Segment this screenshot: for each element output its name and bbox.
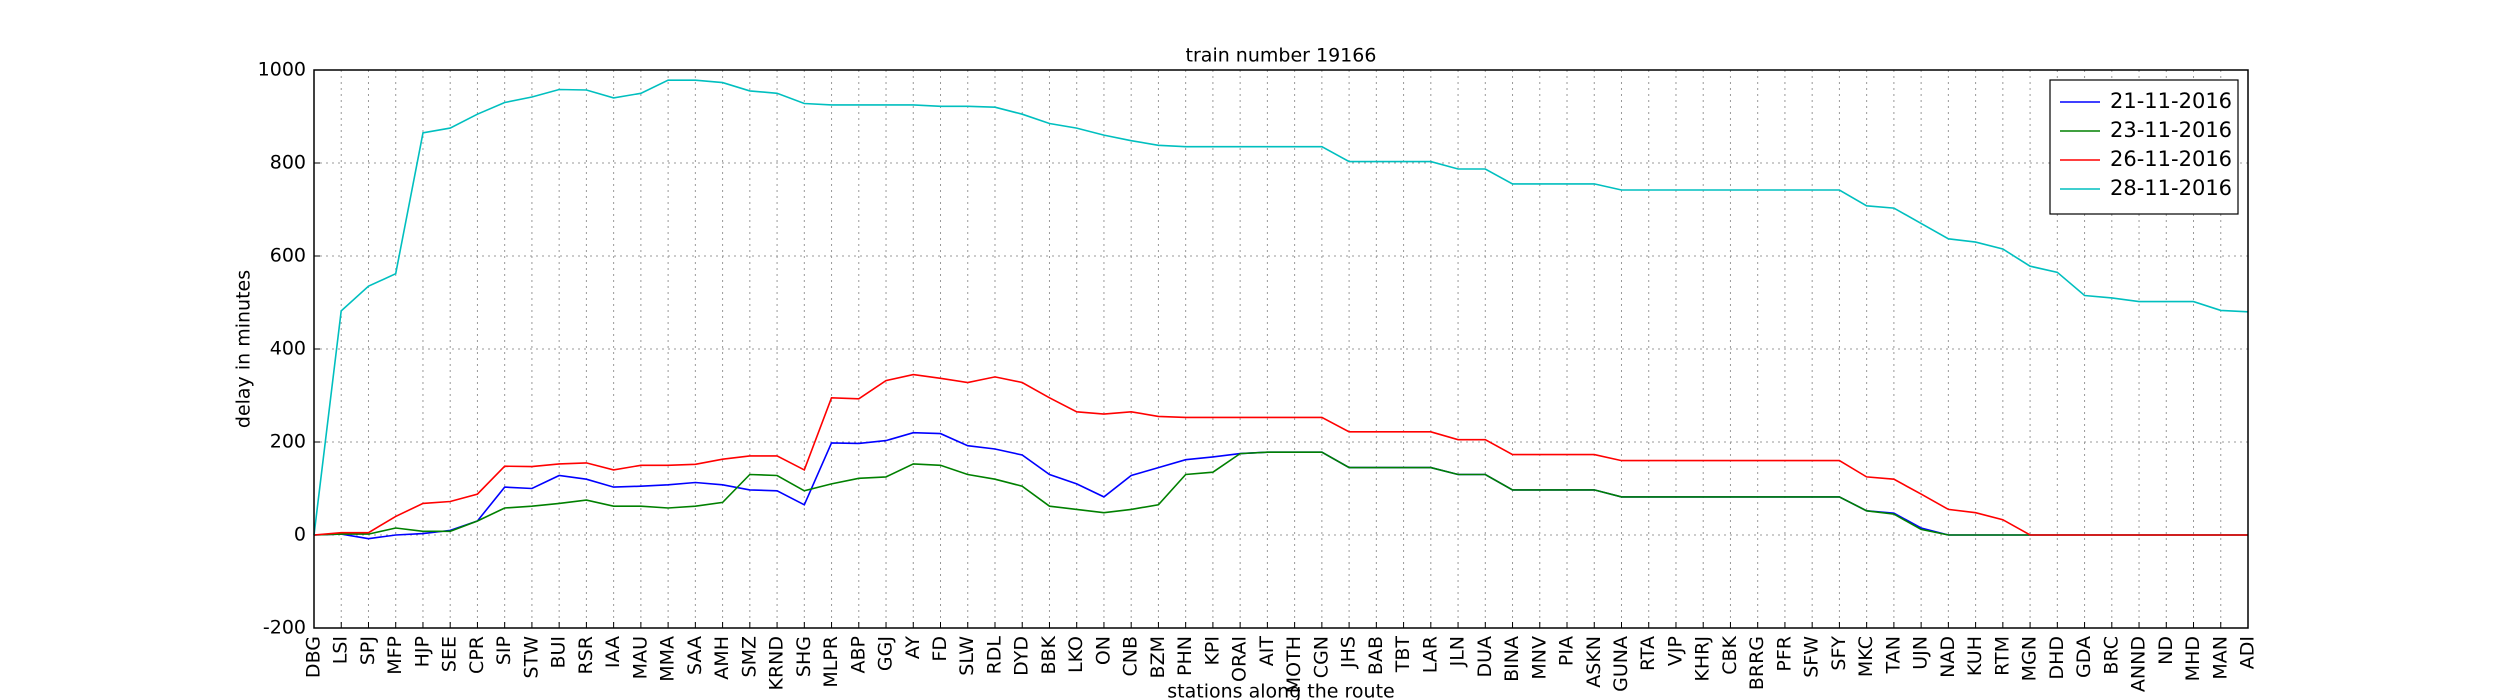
legend-label: 23-11-2016 [2110,118,2232,142]
x-tick-label: SPJ [357,636,379,665]
x-tick-label: MKC [1855,636,1877,677]
legend-label: 28-11-2016 [2110,176,2232,200]
x-tick-label: MOTH [1283,636,1305,693]
x-tick-label: UJN [1910,636,1932,670]
x-tick-label: MAU [629,636,651,679]
x-tick-label: LKO [1065,636,1087,673]
x-tick-label: CBK [1719,635,1741,674]
x-tick-label: KHRJ [1692,636,1714,682]
y-tick-label: -200 [263,617,306,639]
x-tick-label: GDA [2073,636,2095,678]
x-tick-label: SMZ [738,636,760,677]
x-tick-label: MFP [384,636,406,675]
x-tick-label: DYD [1011,636,1033,676]
data-line [313,79,2249,536]
x-tick-label: BRC [2100,636,2122,675]
y-tick-label: 600 [270,245,306,267]
x-tick-label: ND [2155,636,2177,665]
x-tick-label: NAD [1937,636,1959,678]
x-tick-label: VJP [1664,636,1686,666]
x-tick-label: SLW [956,636,978,676]
x-axis-label: stations along the route [1167,681,1394,700]
x-tick-label: ASKN [1583,636,1605,688]
x-tick-label: MHD [2182,636,2204,681]
x-tick-label: BINA [1501,636,1523,682]
x-tick-label: PIA [1556,636,1578,666]
plot-frame [313,69,2249,629]
x-tick-label: RSR [575,636,597,674]
y-axis-label: delay in minutes [233,270,255,428]
chart-title: train number 19166 [1186,45,1377,67]
y-tick-label: 0 [294,524,306,546]
x-tick-label: MLPR [820,636,842,688]
x-tick-label: CPR [466,636,488,674]
x-tick-label: ADI [2237,636,2259,669]
x-tick-label: LSI [330,636,352,664]
x-tick-label: SFW [1801,636,1823,678]
x-tick-label: LAR [1419,636,1441,673]
x-tick-label: AY [902,636,924,660]
x-tick-label: SHG [793,636,815,677]
x-tick-label: MNV [1528,636,1550,680]
x-tick-label: BRRG [1746,636,1768,690]
x-tick-label: DUA [1474,636,1496,678]
x-tick-label: PFR [1773,636,1795,672]
data-line [313,373,2248,536]
data-line [313,451,2248,536]
x-tick-label: GGJ [875,636,897,671]
x-tick-label: PHN [1174,636,1196,676]
x-tick-label: AMH [711,636,733,680]
x-tick-label: MAN [2209,636,2231,680]
x-tick-label: STW [520,636,542,679]
legend-label: 21-11-2016 [2110,89,2232,113]
data-line [313,431,2248,540]
y-tick-label: 800 [270,152,306,174]
x-tick-label: RDL [983,636,1005,675]
x-tick-label: KRND [766,636,788,691]
x-tick-label: ORAI [1229,636,1251,682]
x-tick-label: SFY [1828,636,1850,671]
x-tick-label: JHS [1338,636,1360,669]
x-tick-label: MGN [2019,636,2041,681]
y-tick-label: 200 [270,431,306,453]
y-tick-label: 1000 [258,59,306,81]
x-tick-label: ON [1092,636,1114,665]
y-tick-label: 400 [270,338,306,360]
x-tick-label: BBK [1038,635,1060,674]
x-tick-label: SIP [493,636,515,665]
x-tick-label: CNB [1120,636,1142,677]
x-tick-label: SAA [684,636,706,675]
x-tick-label: ABP [847,636,869,674]
x-tick-label: BAB [1365,636,1387,675]
x-tick-label: DBG [303,636,325,678]
x-tick-label: SEE [439,636,461,672]
x-tick-label: ANND [2128,636,2150,692]
x-tick-label: BUI [548,636,570,669]
x-tick-label: RTA [1637,636,1659,671]
x-tick-label: GUNA [1610,636,1632,692]
x-tick-label: MMA [657,636,679,682]
x-tick-label: HJP [411,636,433,667]
x-tick-label: IAA [602,636,624,668]
x-tick-label: KPI [1201,636,1223,666]
x-tick-label: JLN [1447,636,1469,667]
x-tick-label: DHD [2046,636,2068,680]
x-tick-label: KUH [1964,636,1986,676]
legend-label: 26-11-2016 [2110,147,2232,171]
x-tick-label: RTM [1991,636,2013,676]
x-tick-label: CGN [1310,636,1332,678]
x-tick-label: BZM [1147,636,1169,678]
x-tick-label: TAN [1882,636,1904,674]
x-tick-label: FD [929,636,951,662]
x-tick-label: AIT [1256,636,1278,667]
x-tick-label: TBT [1392,636,1414,674]
